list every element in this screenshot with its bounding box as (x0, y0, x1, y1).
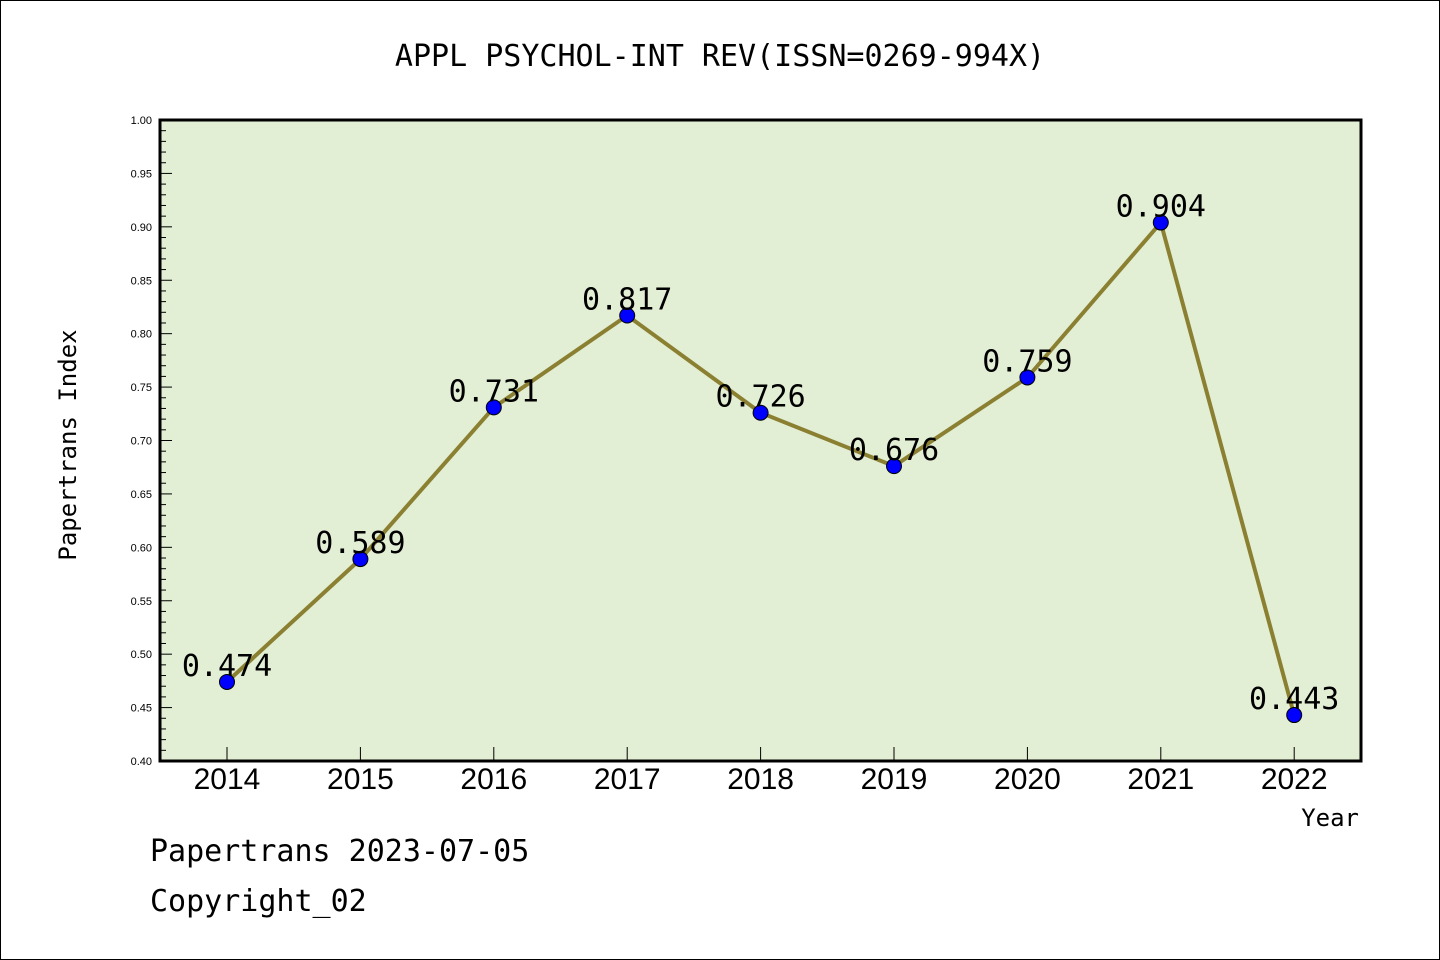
y-tick-label: 0.70 (131, 436, 152, 448)
data-point (886, 458, 902, 475)
data-point (352, 551, 369, 568)
data-label: 0.443 (1249, 682, 1339, 717)
y-tick-label: 0.55 (131, 596, 152, 608)
y-tick-label: 0.60 (131, 542, 152, 554)
x-tick-label: 2020 (994, 763, 1061, 796)
data-point (1019, 369, 1036, 386)
y-tick-label: 0.85 (131, 275, 152, 287)
x-axis-label: Year (1301, 804, 1359, 832)
data-label: 0.817 (582, 283, 672, 318)
data-label: 0.731 (449, 374, 539, 409)
chart-title: APPL PSYCHOL-INT REV(ISSN=0269-994X) (395, 39, 1045, 74)
x-tick-label: 2018 (727, 763, 794, 796)
data-label: 0.676 (849, 433, 939, 468)
data-point (1286, 707, 1303, 724)
x-tick-label: 2021 (1127, 763, 1194, 796)
x-tick-label: 2016 (460, 763, 527, 796)
data-label: 0.904 (1116, 190, 1206, 225)
y-tick-label: 0.95 (131, 168, 152, 180)
y-tick-label: 0.45 (131, 703, 152, 715)
footer-date: Papertrans 2023-07-05 (150, 834, 530, 869)
data-markers (219, 214, 1303, 724)
y-tick-label: 0.75 (131, 382, 152, 394)
data-labels: 0.474 0.589 0.731 0.817 0.726 0.676 0.759 0.904… (182, 190, 1340, 718)
x-tick-label: 2015 (327, 763, 394, 796)
x-axis: 2014 2015 2016 2017 2018 2019 2020 2021 2022 (194, 747, 1328, 796)
y-tick-label: 0.40 (131, 756, 152, 768)
data-label: 0.589 (315, 526, 405, 561)
x-tick-label: 2022 (1261, 763, 1328, 796)
data-label: 0.726 (715, 380, 805, 415)
x-tick-label: 2014 (194, 763, 261, 796)
y-tick-label: 0.65 (131, 489, 152, 501)
data-point (219, 673, 235, 690)
footer-copyright: Copyright_02 (150, 884, 367, 919)
data-point (619, 307, 636, 324)
data-label: 0.474 (182, 649, 272, 684)
y-tick-label: 1.00 (131, 115, 152, 127)
data-point (752, 404, 769, 421)
x-tick-label: 2017 (594, 763, 661, 796)
y-tick-label: 0.80 (131, 329, 152, 341)
data-label: 0.759 (982, 344, 1072, 379)
data-point (1152, 214, 1169, 231)
y-axis-label: Papertrans Index (54, 329, 82, 560)
plot-border (158, 118, 1363, 763)
data-point (485, 399, 502, 416)
x-tick-label: 2019 (861, 763, 928, 796)
y-tick-label: 0.50 (131, 649, 152, 661)
y-tick-label: 0.90 (131, 222, 152, 234)
